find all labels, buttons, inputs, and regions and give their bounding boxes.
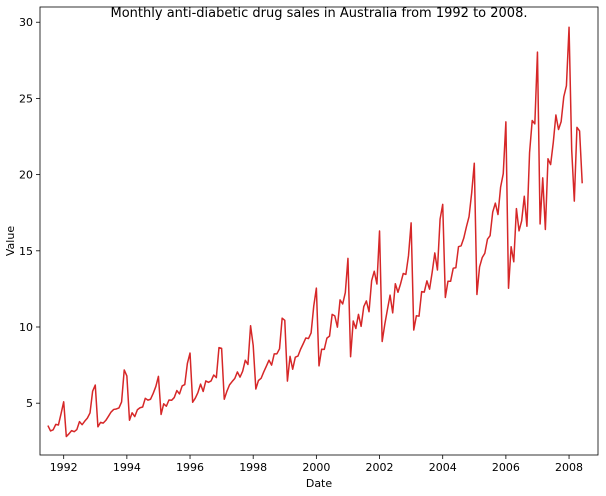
x-tick-label: 2008 xyxy=(555,461,583,474)
plot-frame xyxy=(39,6,599,456)
x-tick-label: 1996 xyxy=(176,461,204,474)
y-tick-label: 20 xyxy=(19,169,33,182)
x-tick-label: 2002 xyxy=(366,461,394,474)
y-tick-label: 30 xyxy=(19,16,33,29)
x-tick-label: 1994 xyxy=(113,461,141,474)
y-tick-label: 10 xyxy=(19,321,33,334)
y-axis-label: Value xyxy=(4,226,17,256)
y-tick-label: 5 xyxy=(26,397,33,410)
x-axis: 1992 1994 1996 1998 2000 2002 2004 2006 2008 xyxy=(50,455,583,474)
x-tick-label: 2004 xyxy=(429,461,457,474)
chart-title: Monthly anti-diabetic drug sales in Aust… xyxy=(111,6,528,21)
x-tick-label: 2006 xyxy=(492,461,520,474)
x-axis-label: Date xyxy=(306,477,333,490)
series-line xyxy=(47,26,583,438)
x-tick-label: 1998 xyxy=(239,461,267,474)
x-tick-label: 1992 xyxy=(50,461,78,474)
y-tick-label: 25 xyxy=(19,92,33,105)
x-tick-label: 2000 xyxy=(302,461,330,474)
y-axis: 5 10 15 20 25 30 xyxy=(19,16,40,410)
y-tick-label: 15 xyxy=(19,245,33,258)
